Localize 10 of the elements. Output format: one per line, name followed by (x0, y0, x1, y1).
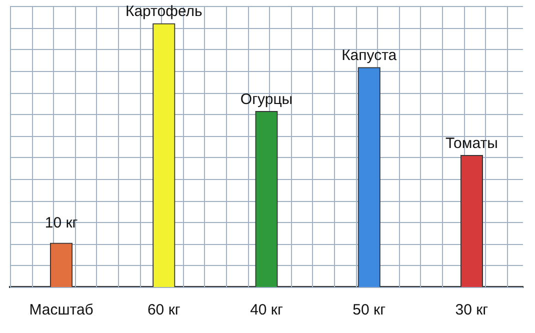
data-label: 10 кг (44, 214, 78, 232)
x-tick-label: Огурцы (240, 91, 293, 108)
x-tick-label: Картофель (125, 3, 203, 20)
data-label: 50 кг (352, 302, 386, 319)
data-label: 60 кг (147, 302, 181, 319)
x-tick-label: Капуста (342, 47, 398, 64)
data-label: 40 кг (250, 302, 284, 319)
x-tick-label: Томаты (446, 134, 498, 152)
data-label: 30 кг (455, 302, 489, 319)
x-tick-label: Масштаб (29, 302, 94, 319)
